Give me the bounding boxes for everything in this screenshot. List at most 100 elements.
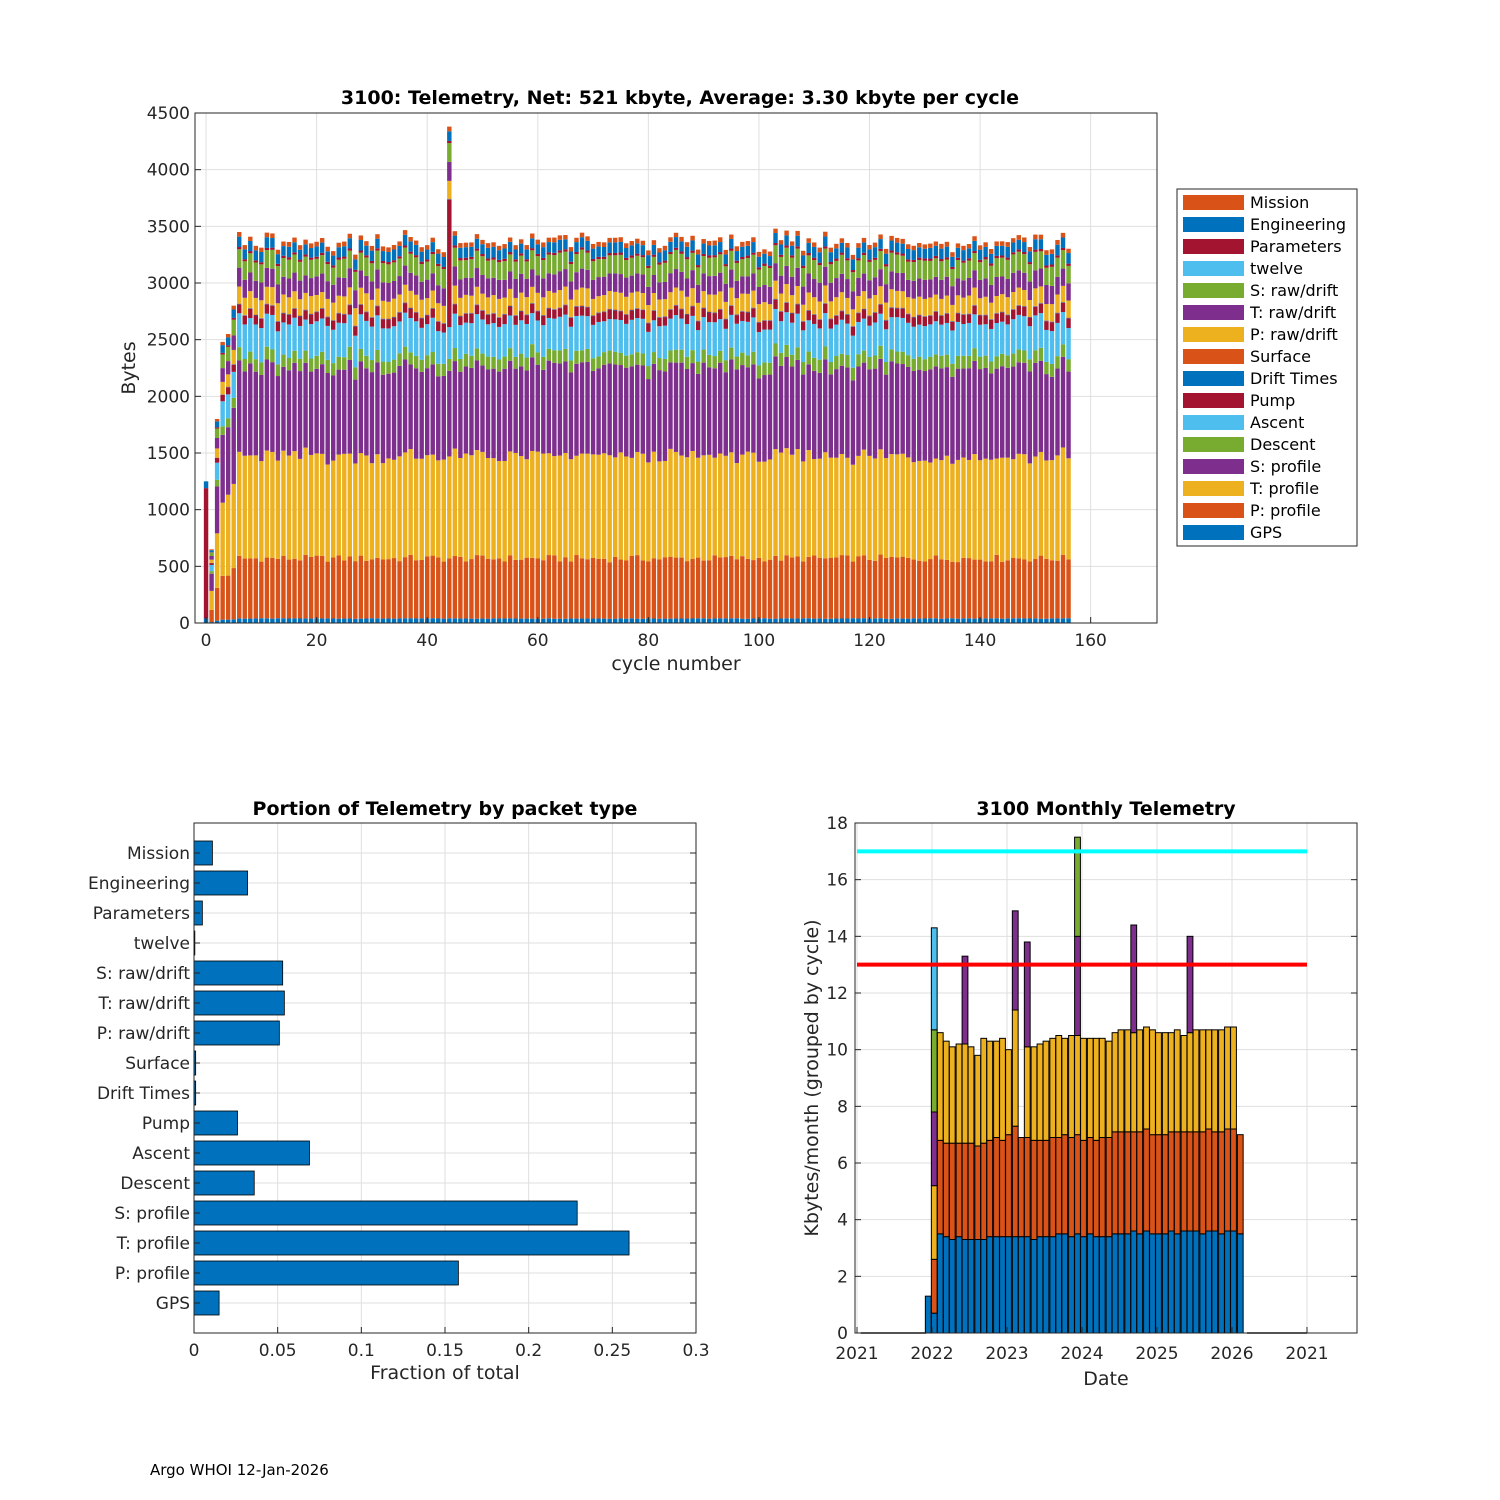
bar-segment bbox=[391, 558, 397, 619]
bar-segment bbox=[1036, 1043, 1044, 1141]
bar-segment bbox=[1105, 1236, 1113, 1334]
bar-segment bbox=[917, 242, 922, 248]
bar-segment bbox=[574, 618, 579, 623]
bar-segment bbox=[977, 259, 983, 263]
bar-segment bbox=[773, 243, 778, 246]
bar-segment bbox=[424, 324, 430, 356]
bar-segment bbox=[502, 258, 507, 262]
bar-segment bbox=[1055, 1035, 1063, 1138]
bar-segment bbox=[358, 618, 364, 623]
bar-segment bbox=[253, 324, 259, 360]
bar-segment bbox=[950, 266, 955, 270]
bar-segment bbox=[1005, 355, 1010, 368]
legend-swatch bbox=[1183, 261, 1244, 276]
bar-segment bbox=[463, 618, 469, 623]
bar-segment bbox=[812, 257, 817, 261]
bar-segment bbox=[1022, 306, 1027, 317]
bar-segment bbox=[635, 352, 640, 365]
bar-segment bbox=[900, 618, 905, 623]
bar-segment bbox=[568, 561, 574, 619]
bar-segment bbox=[629, 457, 634, 556]
bar-segment bbox=[585, 618, 590, 623]
bar-segment bbox=[270, 247, 275, 250]
bar-segment bbox=[242, 297, 247, 315]
bar-segment bbox=[275, 266, 281, 285]
bar-segment bbox=[480, 256, 485, 275]
bar-segment bbox=[585, 307, 590, 317]
bar-segment bbox=[469, 259, 474, 278]
bar-segment bbox=[1111, 1233, 1119, 1334]
bar-segment bbox=[1080, 1037, 1087, 1141]
bar-segment bbox=[375, 315, 380, 350]
bar-segment bbox=[1016, 362, 1021, 454]
bar-segment bbox=[784, 245, 789, 248]
bar-segment bbox=[756, 557, 762, 619]
bar-segment bbox=[657, 358, 662, 371]
bar-segment bbox=[767, 321, 773, 330]
bar-segment bbox=[1016, 239, 1021, 250]
bar-segment bbox=[319, 453, 325, 556]
bar-segment bbox=[541, 618, 546, 623]
bar-segment bbox=[1033, 288, 1038, 306]
bar-segment bbox=[635, 309, 640, 319]
bar-segment bbox=[413, 560, 419, 619]
bar-segment bbox=[491, 323, 496, 357]
bar-segment bbox=[812, 242, 817, 247]
bar-segment bbox=[944, 241, 950, 247]
bar-segment bbox=[917, 369, 922, 461]
bar-segment bbox=[380, 251, 386, 262]
bar-segment bbox=[612, 351, 618, 365]
bar-segment bbox=[612, 273, 618, 292]
bar-segment bbox=[1011, 1125, 1019, 1238]
bar-segment bbox=[861, 309, 867, 319]
bar-segment bbox=[812, 314, 817, 324]
bar-segment bbox=[701, 239, 706, 244]
bar-segment bbox=[679, 236, 684, 242]
bar-segment bbox=[601, 453, 607, 559]
bar-segment bbox=[1066, 248, 1071, 254]
bar-segment bbox=[806, 450, 811, 557]
bar-segment bbox=[264, 237, 270, 248]
bar-segment bbox=[930, 1029, 938, 1113]
bar-segment bbox=[767, 267, 773, 287]
bar-segment bbox=[209, 564, 214, 572]
bar-segment bbox=[1173, 1233, 1181, 1334]
bar-segment bbox=[745, 241, 751, 246]
bar-segment bbox=[342, 357, 347, 370]
bar-segment bbox=[618, 292, 623, 311]
bar-segment bbox=[319, 273, 325, 293]
bar-segment bbox=[491, 257, 496, 260]
bar-segment bbox=[977, 298, 983, 315]
bar-segment bbox=[673, 362, 679, 452]
bar-segment bbox=[624, 260, 629, 278]
bar-segment bbox=[474, 286, 480, 305]
bar-segment bbox=[751, 618, 756, 623]
bar-segment bbox=[292, 291, 297, 308]
bar-segment bbox=[237, 236, 242, 248]
bar-segment bbox=[264, 232, 270, 238]
bar-segment bbox=[1180, 1230, 1188, 1334]
bar-segment bbox=[574, 242, 579, 252]
bar-segment bbox=[668, 273, 673, 293]
bar-segment bbox=[530, 250, 535, 270]
bar-segment bbox=[955, 368, 961, 460]
bar-segment bbox=[491, 277, 496, 296]
bar-segment bbox=[1143, 1230, 1150, 1334]
bar-segment bbox=[718, 309, 723, 320]
bar-segment bbox=[458, 556, 463, 619]
bar-segment bbox=[872, 368, 878, 459]
bar-segment bbox=[850, 326, 856, 336]
bar-segment bbox=[974, 1054, 982, 1147]
bar-segment bbox=[883, 618, 889, 623]
bar-segment bbox=[922, 279, 928, 299]
bar-segment bbox=[480, 365, 485, 452]
bar-segment bbox=[928, 369, 933, 463]
bar-segment bbox=[974, 1145, 982, 1240]
bar-segment bbox=[491, 242, 496, 247]
bar-segment bbox=[607, 319, 612, 351]
bar-segment bbox=[629, 255, 634, 258]
bar-segment bbox=[1098, 1137, 1106, 1238]
bar-segment bbox=[922, 460, 928, 562]
bar-segment bbox=[601, 247, 607, 257]
bar-segment bbox=[292, 317, 297, 351]
